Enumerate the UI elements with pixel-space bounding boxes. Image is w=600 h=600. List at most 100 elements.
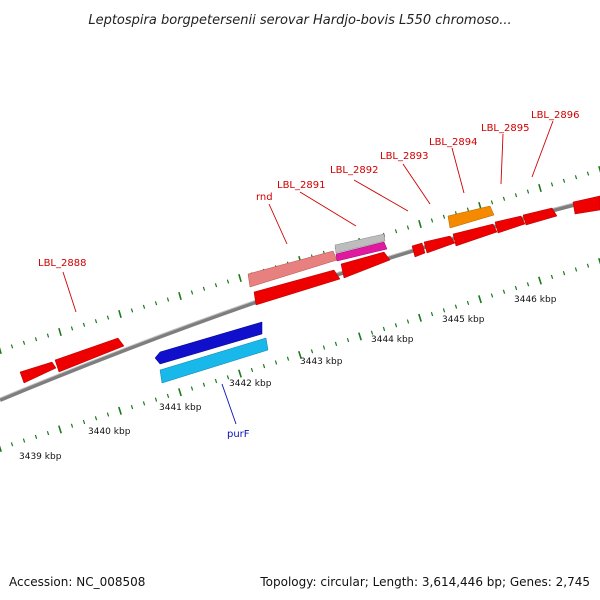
inner-tick-28 xyxy=(334,341,338,346)
outer-tick-0 xyxy=(0,347,2,355)
outer-tick-33 xyxy=(394,229,398,234)
inner-tick-14 xyxy=(166,393,170,398)
inner-tick-49 xyxy=(586,263,590,268)
inner-tick-33 xyxy=(394,323,398,328)
outer-tick-43 xyxy=(514,193,518,198)
gene-arrow-2893-red[interactable] xyxy=(423,235,456,254)
inner-tick-12 xyxy=(142,401,146,406)
inner-tick-26 xyxy=(310,349,314,354)
outer-tick-41 xyxy=(490,200,494,205)
outer-tick-18 xyxy=(214,283,218,288)
inner-tick-11 xyxy=(130,405,134,410)
leader-lbl-2893 xyxy=(402,163,431,205)
outer-tick-45 xyxy=(538,183,542,193)
inner-tick-4 xyxy=(46,431,50,436)
accession-text: Accession: NC_008508 xyxy=(9,575,145,589)
inner-tick-21 xyxy=(250,367,254,372)
outer-tick-13 xyxy=(154,301,158,306)
inner-tick-38 xyxy=(454,304,458,309)
scale-label-3445: 3445 kbp xyxy=(442,315,485,325)
leader-lbl-2894 xyxy=(451,147,465,194)
inner-tick-16 xyxy=(190,386,194,391)
gene-label-lbl-2892[interactable]: LBL_2892 xyxy=(330,165,378,176)
inner-tick-25 xyxy=(298,350,302,360)
leader-lbl-2895 xyxy=(500,133,504,185)
scale-label-3440: 3440 kbp xyxy=(88,427,131,437)
outer-tick-2 xyxy=(22,340,26,345)
outer-tick-15 xyxy=(178,291,182,301)
gene-arrow-rnd-red[interactable] xyxy=(253,269,341,306)
gene-arrow-2895-red[interactable] xyxy=(494,215,526,234)
inner-tick-32 xyxy=(382,326,386,332)
gene-arrow-2896-red[interactable] xyxy=(522,207,558,226)
inner-tick-35 xyxy=(418,313,422,322)
outer-tick-35 xyxy=(418,219,422,229)
outer-tick-34 xyxy=(406,225,410,230)
inner-tick-0 xyxy=(0,445,2,453)
inner-tick-29 xyxy=(346,338,350,343)
inner-tick-31 xyxy=(370,330,374,335)
gene-arrow-edge-red[interactable] xyxy=(572,195,600,215)
gene-arrow-2891-grey[interactable] xyxy=(334,233,386,254)
gene-label-lbl-2895[interactable]: LBL_2895 xyxy=(481,123,529,134)
inner-tick-18 xyxy=(214,378,218,384)
inner-tick-5 xyxy=(58,425,62,434)
outer-tick-36 xyxy=(430,218,434,223)
outer-tick-50 xyxy=(598,165,600,173)
inner-tick-50 xyxy=(598,257,600,265)
outer-tick-48 xyxy=(574,175,578,180)
inner-tick-30 xyxy=(358,332,362,341)
outer-tick-4 xyxy=(46,333,50,338)
inner-tick-46 xyxy=(550,274,554,279)
genome-summary-text: Topology: circular; Length: 3,614,446 bp… xyxy=(259,575,590,589)
inner-tick-17 xyxy=(202,382,206,387)
gene-track xyxy=(19,195,600,384)
inner-tick-23 xyxy=(274,360,278,365)
outer-tick-49 xyxy=(586,171,590,176)
gene-arrow-purf-blue[interactable] xyxy=(154,321,263,365)
inner-tick-19 xyxy=(226,375,230,380)
outer-tick-6 xyxy=(70,326,74,331)
gene-arrow-2894-red[interactable] xyxy=(452,223,498,247)
outer-tick-19 xyxy=(226,279,230,284)
gene-arrow-2893-small[interactable] xyxy=(411,242,426,258)
gene-label-lbl-2896[interactable]: LBL_2896 xyxy=(531,110,579,121)
outer-tick-37 xyxy=(442,214,446,219)
inner-tick-8 xyxy=(94,416,98,421)
inner-tick-44 xyxy=(526,282,530,287)
gene-label-lbl-2893[interactable]: LBL_2893 xyxy=(380,151,428,162)
gene-label-lbl-2888[interactable]: LBL_2888 xyxy=(38,258,86,269)
gene-label-purf[interactable]: purF xyxy=(227,429,250,440)
scale-label-3442: 3442 kbp xyxy=(229,379,272,389)
inner-tick-1 xyxy=(10,442,14,447)
outer-tick-7 xyxy=(82,322,86,327)
gene-arrow-2892-red[interactable] xyxy=(340,251,391,279)
gene-arrow-purf-cyan[interactable] xyxy=(159,337,269,384)
inner-tick-2 xyxy=(22,438,26,443)
inner-tick-27 xyxy=(322,345,326,350)
outer-tick-14 xyxy=(166,297,170,302)
gene-arrow-2894-orange[interactable] xyxy=(447,205,495,229)
inner-tick-47 xyxy=(562,271,566,276)
outer-tick-39 xyxy=(466,207,470,212)
inner-tick-41 xyxy=(490,293,494,298)
inner-tick-7 xyxy=(82,419,86,425)
inner-tick-43 xyxy=(514,285,518,291)
inner-tick-42 xyxy=(502,289,506,294)
gene-label-lbl-2894[interactable]: LBL_2894 xyxy=(429,137,477,148)
outer-tick-3 xyxy=(34,337,38,342)
gene-labels: LBL_2888 rnd LBL_2891 LBL_2892 LBL_2893 … xyxy=(38,110,579,440)
inner-tick-22 xyxy=(262,364,266,369)
inner-tick-39 xyxy=(466,300,470,305)
inner-tick-6 xyxy=(70,423,74,428)
outer-tick-44 xyxy=(526,189,530,194)
gene-arrow-a[interactable] xyxy=(19,361,57,384)
outer-tick-5 xyxy=(58,327,62,337)
gene-label-lbl-2891[interactable]: LBL_2891 xyxy=(277,180,325,191)
gene-arrow-b[interactable] xyxy=(54,337,125,373)
gene-arrow-2891-magenta[interactable] xyxy=(335,241,388,262)
gene-label-rnd[interactable]: rnd xyxy=(256,192,273,203)
inner-tick-24 xyxy=(286,356,290,361)
inner-tick-13 xyxy=(154,397,158,402)
